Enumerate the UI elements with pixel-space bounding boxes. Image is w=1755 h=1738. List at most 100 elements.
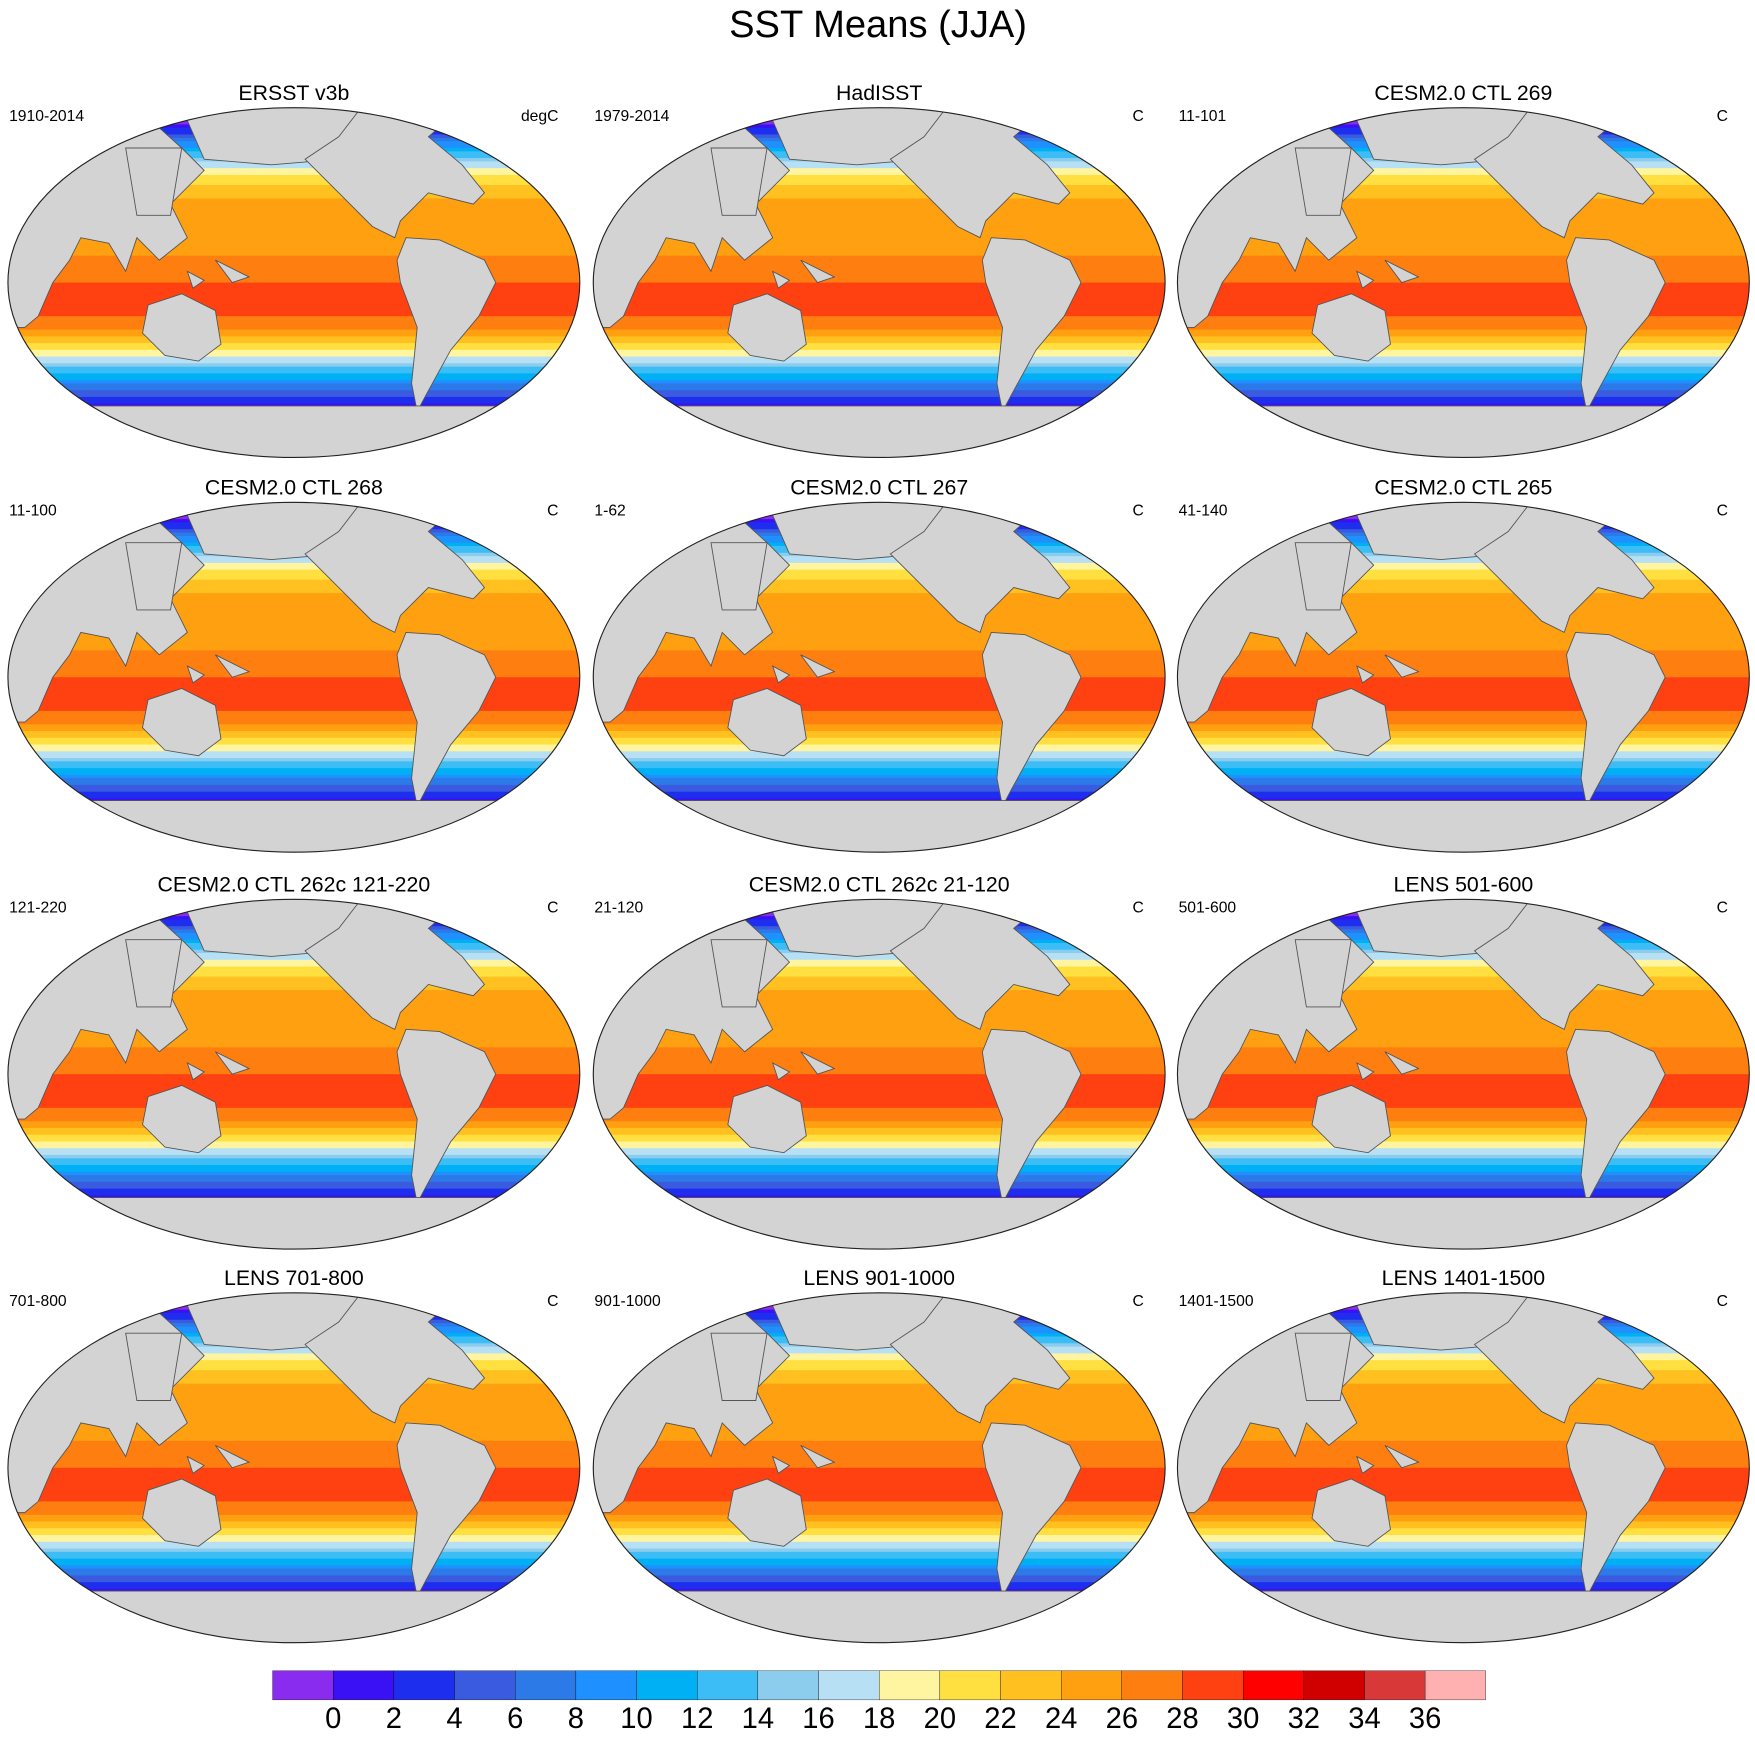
sst-band: [7, 1161, 580, 1166]
sst-band: [1177, 353, 1750, 357]
sst-band: [7, 660, 580, 665]
sst-band: [7, 1047, 580, 1051]
sst-band: [593, 205, 1166, 209]
sst-band: [593, 1521, 1166, 1526]
sst-band: [7, 1578, 580, 1583]
sst-band: [7, 1050, 580, 1055]
sst-band: [7, 697, 580, 702]
sst-band: [593, 687, 1166, 692]
sst-band: [7, 1582, 580, 1586]
sst-band: [593, 1400, 1166, 1405]
sst-band: [1177, 566, 1750, 570]
panel-period: 41-140: [1179, 502, 1228, 519]
sst-band: [593, 640, 1166, 644]
sst-band: [1177, 208, 1750, 213]
sst-band: [593, 1363, 1166, 1368]
sst-band: [1177, 1017, 1750, 1021]
sst-band: [7, 704, 580, 708]
sst-band: [7, 1393, 580, 1398]
sst-band: [1177, 734, 1750, 739]
sst-band: [7, 1366, 580, 1371]
sst-band: [593, 734, 1166, 739]
land: [1473, 107, 1655, 239]
sst-band: [593, 572, 1166, 577]
sst-band: [1177, 1491, 1750, 1496]
sst-band: [1177, 788, 1750, 792]
sst-band: [593, 1168, 1166, 1173]
sst-band: [7, 731, 580, 735]
map-panel: CESM2.0 CTL 268 11-100 C: [7, 476, 581, 853]
panel-period: 1979-2014: [594, 108, 669, 125]
colorbar-box: [454, 1670, 516, 1701]
sst-band: [7, 673, 580, 678]
land: [800, 259, 836, 284]
sst-band: [7, 1494, 580, 1499]
sst-band: [593, 178, 1166, 182]
sst-band: [1177, 1518, 1750, 1522]
sst-band: [593, 386, 1166, 391]
sst-band: [7, 1117, 580, 1122]
sst-band: [1177, 252, 1750, 256]
sst-band: [593, 363, 1166, 367]
sst-band: [7, 764, 580, 769]
sst-band: [1177, 265, 1750, 270]
sst-band: [7, 1101, 580, 1105]
sst-band: [1177, 349, 1750, 354]
colorbar-box: [1303, 1670, 1365, 1701]
colorbar-box: [1060, 1670, 1122, 1701]
sst-band: [1177, 791, 1750, 796]
sst-band: [593, 633, 1166, 638]
sst-band: [7, 1471, 580, 1475]
sst-band: [1177, 1091, 1750, 1095]
sst-band: [1177, 1487, 1750, 1492]
sst-band: [7, 329, 580, 334]
sst-band: [7, 1447, 580, 1452]
map-border: [592, 898, 1166, 1250]
sst-band: [593, 623, 1166, 628]
sst-band: [593, 683, 1166, 688]
colorbar-label: 16: [802, 1703, 834, 1735]
sst-band: [7, 1548, 580, 1553]
sst-band: [1177, 562, 1750, 567]
sst-band: [1177, 356, 1750, 361]
sst-band: [7, 1356, 580, 1361]
sst-band: [593, 751, 1166, 755]
sst-band: [1177, 1484, 1750, 1489]
sst-band: [1177, 784, 1750, 789]
sst-band: [593, 174, 1166, 179]
sst-band: [593, 292, 1166, 297]
sst-band: [1177, 1535, 1750, 1539]
sst-band: [593, 1010, 1166, 1014]
sst-band: [1177, 164, 1750, 169]
sst-band: [593, 211, 1166, 216]
sst-band: [1177, 667, 1750, 671]
sst-band: [593, 1380, 1166, 1385]
sst-band: [593, 744, 1166, 749]
sst-band: [7, 1504, 580, 1509]
sst-band: [1177, 174, 1750, 179]
sst-band: [7, 238, 580, 243]
sst-band: [1177, 205, 1750, 209]
sst-band: [593, 285, 1166, 290]
sst-band: [593, 1084, 1166, 1088]
sst-band: [1177, 973, 1750, 977]
colorbar-label: 22: [984, 1703, 1016, 1735]
sst-band: [1177, 596, 1750, 601]
sst-band: [593, 218, 1166, 223]
sst-band: [593, 1067, 1166, 1072]
sst-band: [1177, 694, 1750, 698]
sst-band: [593, 299, 1166, 304]
sst-band: [7, 959, 580, 964]
sst-band: [7, 272, 580, 277]
sst-band: [7, 1524, 580, 1529]
sst-band: [1177, 963, 1750, 967]
sst-band: [593, 673, 1166, 678]
sst-band: [593, 599, 1166, 604]
sst-band: [7, 1437, 580, 1442]
map-panel: CESM2.0 CTL 265 41-140 C: [1176, 476, 1750, 853]
panel-title: LENS 901-1000: [803, 1266, 955, 1290]
sst-band: [593, 353, 1166, 357]
sst-band: [7, 319, 580, 324]
sst-band: [593, 1124, 1166, 1129]
sst-band: [7, 653, 580, 658]
